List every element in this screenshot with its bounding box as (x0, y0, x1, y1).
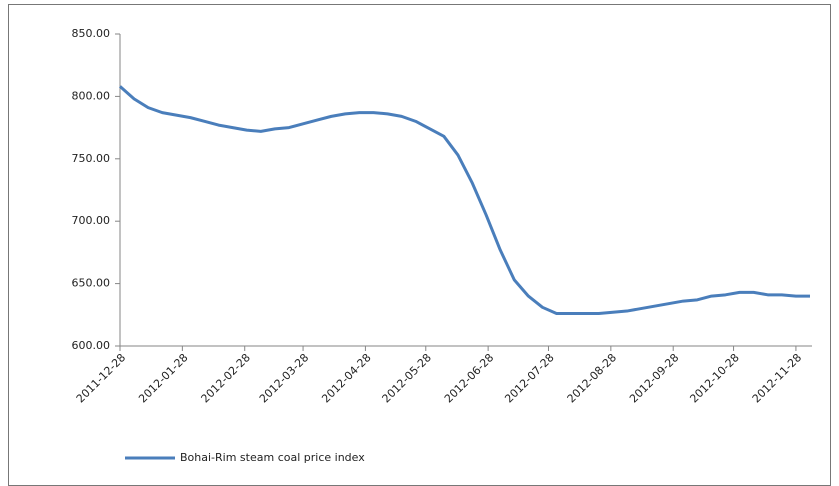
legend-label: Bohai-Rim steam coal price index (180, 451, 365, 464)
y-tick-label: 700.00 (72, 214, 111, 227)
chart-frame (8, 4, 831, 486)
line-series (119, 85, 810, 316)
y-tick-label: 850.00 (72, 27, 111, 40)
y-tick-label: 750.00 (72, 152, 111, 165)
y-tick-label: 650.00 (72, 277, 111, 290)
y-tick-label: 600.00 (72, 339, 111, 352)
y-tick-label: 800.00 (72, 89, 111, 102)
